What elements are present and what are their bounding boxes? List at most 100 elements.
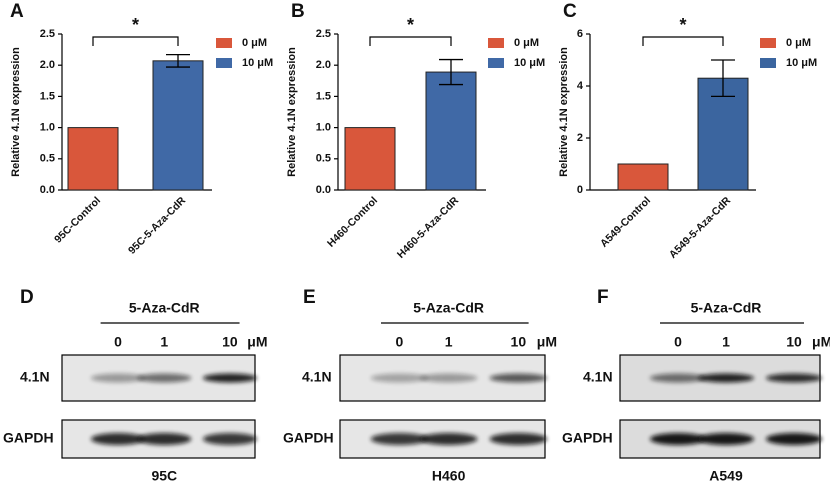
x-tick-label: A549-Control — [598, 195, 653, 250]
row-label: 4.1N — [583, 369, 613, 385]
significance-star: * — [407, 15, 414, 35]
cell-line-label: 95C — [151, 468, 177, 484]
y-tick-label: 2.0 — [316, 59, 331, 71]
significance-star: * — [679, 15, 686, 35]
y-tick-label: 2.0 — [40, 59, 55, 71]
treatment-label: 5-Aza-CdR — [129, 300, 200, 316]
dose-unit: μM — [537, 334, 557, 350]
blot-band — [202, 373, 257, 383]
y-tick-label: 0 — [577, 184, 583, 196]
blot-band — [489, 373, 548, 383]
y-tick-label: 1.5 — [316, 90, 331, 102]
dose-unit: μM — [812, 334, 830, 350]
blot-band — [137, 373, 192, 383]
row-label: 4.1N — [20, 369, 50, 385]
x-tick-label: 95C-Control — [52, 195, 103, 246]
treatment-label: 5-Aza-CdR — [691, 300, 762, 316]
y-tick-label: 1.0 — [316, 122, 331, 134]
blot-band — [766, 433, 822, 445]
row-label: GAPDH — [283, 430, 334, 446]
bar — [425, 71, 477, 191]
blot-band — [698, 433, 754, 445]
panel-letter: B — [291, 1, 305, 22]
row-label: GAPDH — [562, 430, 613, 446]
x-tick-label: A549-5-Aza-CdR — [667, 194, 734, 261]
bar — [67, 127, 119, 191]
blot-band — [766, 373, 822, 383]
dose-label: 1 — [445, 334, 453, 350]
error-bar — [439, 58, 463, 86]
blot-band — [650, 373, 706, 383]
legend-swatch — [760, 38, 776, 48]
blot-band — [419, 433, 478, 445]
dose-label: 10 — [786, 334, 802, 350]
y-tick-label: 2.5 — [316, 28, 331, 40]
treatment-label: 5-Aza-CdR — [413, 300, 484, 316]
legend-label: 10 μM — [242, 57, 273, 69]
y-tick-label: 6 — [577, 28, 583, 40]
bar — [617, 163, 669, 191]
legend-swatch — [216, 38, 232, 48]
blot-band — [650, 433, 706, 445]
y-tick-label: 0.5 — [40, 153, 55, 165]
cell-line-label: A549 — [709, 468, 743, 484]
blot-band — [419, 373, 478, 383]
panel-letter: A — [10, 1, 24, 22]
significance-bracket — [92, 36, 179, 46]
blot-band — [698, 373, 754, 383]
blot-band — [370, 373, 429, 383]
dose-label: 1 — [160, 334, 168, 350]
blot-band — [137, 433, 192, 445]
legend-swatch — [216, 58, 232, 68]
error-bar — [711, 59, 735, 98]
y-axis-label: Relative 4.1N expression — [558, 47, 570, 177]
y-tick-label: 0.0 — [316, 184, 331, 196]
legend-label: 10 μM — [514, 57, 545, 69]
y-tick-label: 2 — [577, 132, 583, 144]
dose-label: 0 — [396, 334, 404, 350]
legend-label: 0 μM — [242, 37, 267, 49]
y-tick-label: 1.5 — [40, 90, 55, 102]
y-tick-label: 2.5 — [40, 28, 55, 40]
blot-band — [202, 433, 257, 445]
dose-label: 0 — [674, 334, 682, 350]
significance-bracket — [642, 36, 724, 46]
blot-band — [370, 433, 429, 445]
blot-band — [90, 373, 145, 383]
legend-label: 0 μM — [514, 37, 539, 49]
row-label: GAPDH — [3, 430, 54, 446]
y-axis-label: Relative 4.1N expression — [10, 47, 22, 177]
legend-swatch — [488, 38, 504, 48]
y-tick-label: 1.0 — [40, 122, 55, 134]
legend-label: 0 μM — [786, 37, 811, 49]
panel-letter: C — [563, 1, 577, 22]
y-tick-label: 0.0 — [40, 184, 55, 196]
dose-label: 10 — [222, 334, 238, 350]
x-tick-label: 95C-5-Aza-CdR — [126, 194, 188, 256]
bar — [152, 60, 204, 191]
dose-unit: μM — [247, 334, 267, 350]
significance-star: * — [132, 15, 139, 35]
dose-label: 1 — [722, 334, 730, 350]
error-bar — [166, 53, 190, 68]
y-axis-label: Relative 4.1N expression — [286, 47, 298, 177]
panel-letter: F — [597, 287, 609, 308]
bar — [344, 127, 396, 191]
panel-letter: D — [20, 287, 34, 308]
legend-label: 10 μM — [786, 57, 817, 69]
dose-label: 10 — [511, 334, 527, 350]
x-tick-label: H460-5-Aza-CdR — [395, 194, 462, 261]
row-label: 4.1N — [302, 369, 332, 385]
y-tick-label: 0.5 — [316, 153, 331, 165]
dose-label: 0 — [114, 334, 122, 350]
panel-letter: E — [303, 287, 316, 308]
legend-swatch — [488, 58, 504, 68]
blot-band — [489, 433, 548, 445]
significance-bracket — [369, 36, 452, 46]
x-tick-label: H460-Control — [325, 195, 380, 250]
y-tick-label: 4 — [577, 80, 584, 92]
blot-band — [90, 433, 145, 445]
cell-line-label: H460 — [432, 468, 466, 484]
legend-swatch — [760, 58, 776, 68]
